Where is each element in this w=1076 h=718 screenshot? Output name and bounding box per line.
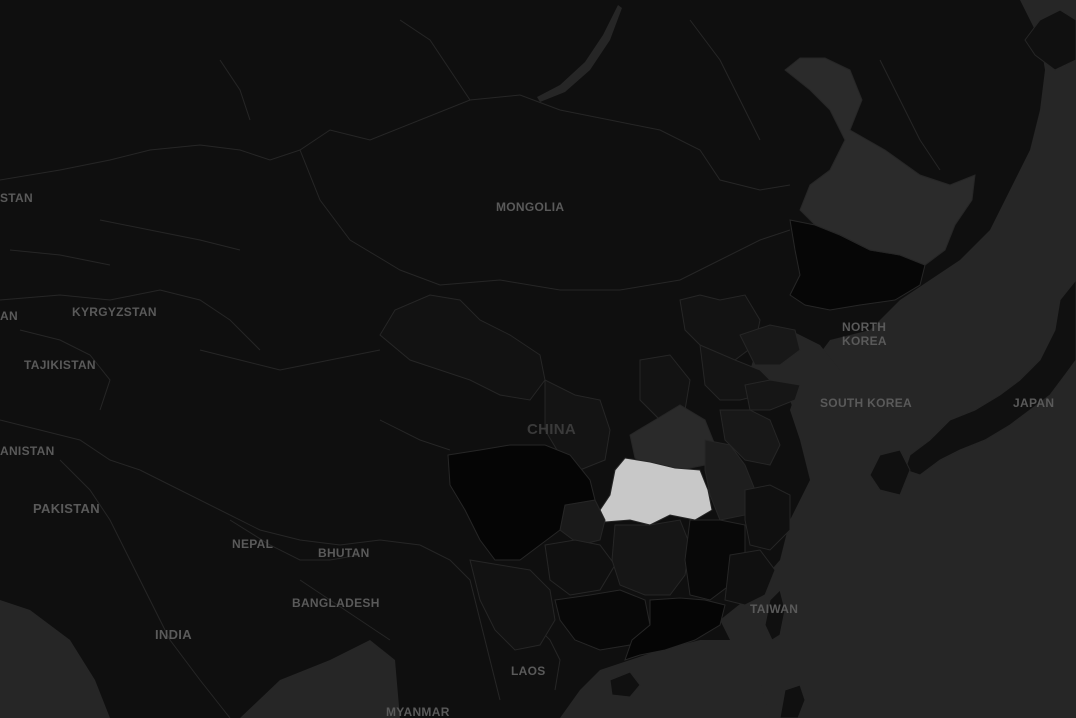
label-anistan: ANISTAN xyxy=(0,444,55,458)
label-pakistan: PAKISTAN xyxy=(33,501,100,516)
label-nepal: NEPAL xyxy=(232,537,274,551)
label-china: CHINA xyxy=(527,421,576,438)
country-borders xyxy=(0,19,941,718)
region-inner-west xyxy=(379,294,546,401)
region-heilongjiang xyxy=(784,57,976,266)
region-zhejiang xyxy=(744,484,791,551)
label-japan: JAPAN xyxy=(1013,396,1055,410)
region-guizhou xyxy=(544,539,616,596)
label-myanmar: MYANMAR xyxy=(386,705,450,718)
label-laos: LAOS xyxy=(511,664,546,678)
luzon-land xyxy=(779,684,806,718)
region-fujian xyxy=(724,549,776,606)
pacific-ocean xyxy=(720,0,1076,718)
region-hunan xyxy=(611,519,691,596)
arabian-sea xyxy=(0,600,110,718)
region-chongqing xyxy=(559,499,606,546)
label-mongolia: MONGOLIA xyxy=(496,200,565,214)
china-provinces xyxy=(379,57,976,661)
label-kyrgyzstan: KYRGYZSTAN xyxy=(72,305,157,319)
bay-of-bengal xyxy=(240,640,400,718)
hokkaido-land xyxy=(1024,9,1076,71)
kyushu-land xyxy=(869,449,911,496)
region-sichuan xyxy=(447,444,596,561)
label-north-korea-line2: KOREA xyxy=(842,334,887,348)
region-hubei xyxy=(599,457,713,526)
region-yunnan xyxy=(469,559,556,651)
taiwan-land xyxy=(764,589,786,641)
label-north-korea-line1: NORTH xyxy=(842,320,887,334)
islands-layer xyxy=(609,9,1076,718)
region-liaoning xyxy=(739,324,801,366)
label-an: AN xyxy=(0,309,18,323)
label-tajikistan: TAJIKISTAN xyxy=(24,358,96,372)
lake-baikal xyxy=(537,5,622,102)
label-india: INDIA xyxy=(155,627,192,642)
label-bangladesh: BANGLADESH xyxy=(292,596,380,610)
hainan-land xyxy=(609,671,641,698)
region-shaanxi xyxy=(544,379,611,471)
label-south-korea: SOUTH KOREA xyxy=(820,396,912,410)
region-jiangsu xyxy=(719,409,781,466)
south-china-sea xyxy=(560,640,770,718)
label-taiwan: TAIWAN xyxy=(750,602,799,616)
label-bhutan: BHUTAN xyxy=(318,546,370,560)
region-guangdong xyxy=(624,597,726,661)
region-henan xyxy=(629,404,716,471)
label-stan: STAN xyxy=(0,191,33,205)
